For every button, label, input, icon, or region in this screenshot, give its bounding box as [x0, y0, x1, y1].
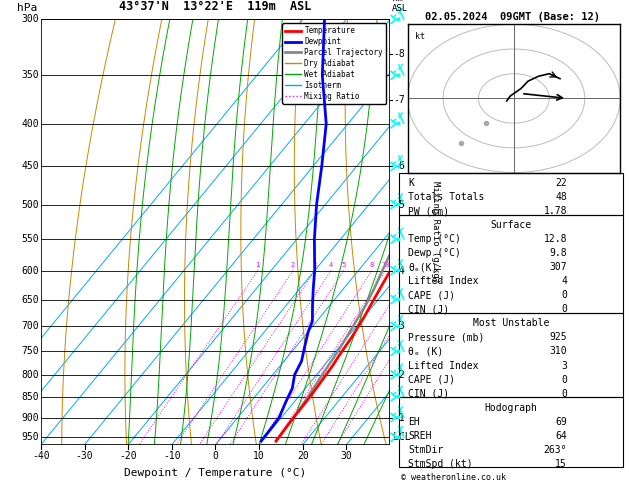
Text: 700: 700 — [21, 321, 39, 331]
Text: 48: 48 — [555, 192, 567, 202]
Text: hPa: hPa — [17, 3, 37, 13]
Text: CIN (J): CIN (J) — [408, 389, 450, 399]
Text: 8: 8 — [370, 262, 374, 268]
Text: kt: kt — [415, 32, 425, 41]
Text: 500: 500 — [21, 200, 39, 209]
Text: Mixing Ratio (g/kg): Mixing Ratio (g/kg) — [431, 181, 440, 283]
Text: 69: 69 — [555, 417, 567, 427]
Text: 2: 2 — [291, 262, 295, 268]
Text: 800: 800 — [21, 370, 39, 380]
Text: 9.8: 9.8 — [549, 248, 567, 258]
Text: 20: 20 — [297, 451, 309, 461]
Text: 10: 10 — [381, 262, 390, 268]
Text: 350: 350 — [21, 70, 39, 80]
Text: Lifted Index: Lifted Index — [408, 277, 479, 286]
Text: θₑ (K): θₑ (K) — [408, 347, 443, 356]
Text: Pressure (mb): Pressure (mb) — [408, 332, 485, 343]
Text: -4: -4 — [394, 266, 405, 276]
Text: -1: -1 — [394, 413, 405, 422]
Text: 43°37'N  13°22'E  119m  ASL: 43°37'N 13°22'E 119m ASL — [120, 0, 311, 13]
Text: 300: 300 — [21, 15, 39, 24]
Text: -10: -10 — [163, 451, 181, 461]
Text: 307: 307 — [549, 262, 567, 272]
Bar — [41, 19, 390, 445]
Text: 3: 3 — [313, 262, 317, 268]
Text: Surface: Surface — [491, 220, 532, 230]
Text: 30: 30 — [340, 451, 352, 461]
Text: CIN (J): CIN (J) — [408, 304, 450, 314]
Text: 925: 925 — [549, 332, 567, 343]
Text: -20: -20 — [120, 451, 137, 461]
Text: 550: 550 — [21, 234, 39, 244]
Text: Hodograph: Hodograph — [484, 402, 538, 413]
Text: -8: -8 — [394, 49, 405, 59]
Text: 400: 400 — [21, 119, 39, 129]
Text: km
ASL: km ASL — [392, 0, 408, 13]
Text: θₑ(K): θₑ(K) — [408, 262, 438, 272]
Text: 10: 10 — [253, 451, 265, 461]
Text: -40: -40 — [32, 451, 50, 461]
Text: 15: 15 — [555, 459, 567, 469]
Text: 0: 0 — [561, 304, 567, 314]
Text: Temp (°C): Temp (°C) — [408, 234, 461, 244]
Text: 02.05.2024  09GMT (Base: 12): 02.05.2024 09GMT (Base: 12) — [425, 12, 600, 22]
Text: 0: 0 — [561, 290, 567, 300]
Text: 5: 5 — [342, 262, 346, 268]
Text: Most Unstable: Most Unstable — [473, 318, 549, 329]
Text: 0: 0 — [213, 451, 218, 461]
Text: 0: 0 — [561, 389, 567, 399]
Text: 64: 64 — [555, 431, 567, 441]
Text: StmSpd (kt): StmSpd (kt) — [408, 459, 473, 469]
Text: -5: -5 — [394, 200, 405, 209]
Text: 600: 600 — [21, 266, 39, 276]
Text: -2: -2 — [394, 370, 405, 380]
Legend: Temperature, Dewpoint, Parcel Trajectory, Dry Adiabat, Wet Adiabat, Isotherm, Mi: Temperature, Dewpoint, Parcel Trajectory… — [282, 23, 386, 104]
Text: Lifted Index: Lifted Index — [408, 361, 479, 370]
Text: CAPE (J): CAPE (J) — [408, 290, 455, 300]
Text: 1.78: 1.78 — [543, 206, 567, 216]
Text: SREH: SREH — [408, 431, 432, 441]
Text: 450: 450 — [21, 161, 39, 172]
Bar — [399, 313, 623, 397]
Text: CAPE (J): CAPE (J) — [408, 375, 455, 384]
Bar — [399, 173, 623, 215]
Text: Dewp (°C): Dewp (°C) — [408, 248, 461, 258]
Text: 750: 750 — [21, 347, 39, 356]
Text: Totals Totals: Totals Totals — [408, 192, 485, 202]
Text: -30: -30 — [75, 451, 93, 461]
Bar — [399, 397, 623, 467]
Text: -6: -6 — [394, 161, 405, 172]
Text: -3: -3 — [394, 321, 405, 331]
Text: EH: EH — [408, 417, 420, 427]
Text: Dewpoint / Temperature (°C): Dewpoint / Temperature (°C) — [125, 468, 306, 478]
Text: PW (cm): PW (cm) — [408, 206, 450, 216]
Text: 12.8: 12.8 — [543, 234, 567, 244]
Text: StmDir: StmDir — [408, 445, 443, 455]
Text: LCL: LCL — [394, 432, 411, 442]
Text: 900: 900 — [21, 413, 39, 422]
Text: 310: 310 — [549, 347, 567, 356]
Text: 4: 4 — [561, 277, 567, 286]
Text: 650: 650 — [21, 295, 39, 305]
Text: 3: 3 — [561, 361, 567, 370]
Text: -7: -7 — [394, 95, 405, 105]
Text: 850: 850 — [21, 392, 39, 402]
Text: 22: 22 — [555, 178, 567, 188]
Text: 263°: 263° — [543, 445, 567, 455]
Text: 4: 4 — [329, 262, 333, 268]
Text: 950: 950 — [21, 432, 39, 442]
Text: 1: 1 — [255, 262, 260, 268]
Text: © weatheronline.co.uk: © weatheronline.co.uk — [401, 473, 506, 482]
Text: K: K — [408, 178, 415, 188]
Bar — [399, 215, 623, 313]
Text: 0: 0 — [561, 375, 567, 384]
